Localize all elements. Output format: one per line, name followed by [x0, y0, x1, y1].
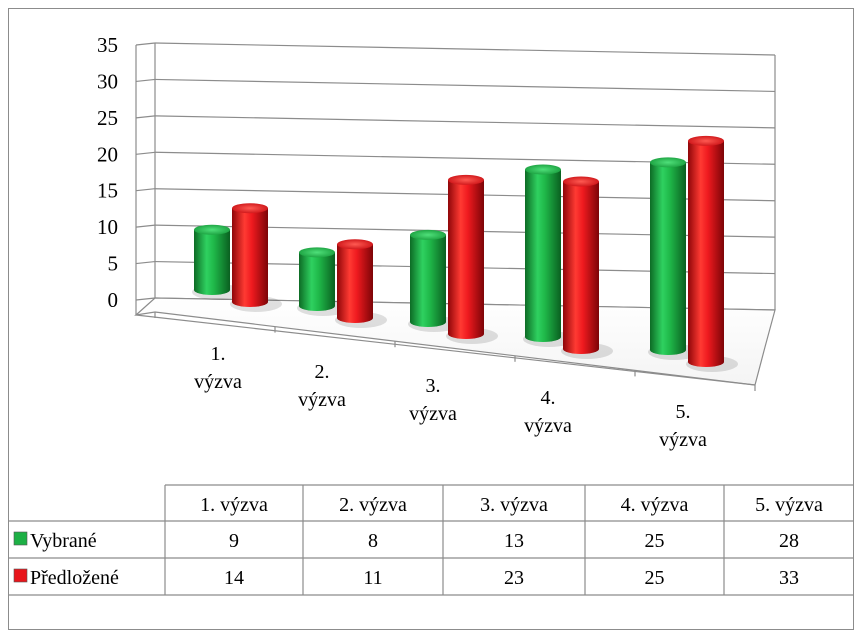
side-gridline	[135, 224, 156, 228]
bar-top	[688, 135, 724, 146]
y-tick-label: 15	[97, 179, 118, 203]
table-header-cell: 3. výzva	[480, 494, 548, 516]
bar-vybrane-3	[408, 229, 460, 332]
table-value-cell: 25	[645, 567, 665, 589]
side-gridline	[135, 260, 156, 265]
x-axis-categories: 1. výzva 2. výzva 3. výzva 4. výzva 5. výzva	[194, 343, 707, 451]
bar-predlozene-3	[446, 174, 498, 344]
bar-vybrane-5	[648, 157, 700, 360]
side-gridline	[135, 188, 156, 192]
y-tick-label: 10	[97, 215, 118, 239]
data-table: 1. výzva 2. výzva 3. výzva 4. výzva 5. výzva…	[8, 484, 854, 596]
side-gridline	[135, 297, 156, 301]
bar-body	[688, 140, 724, 367]
y-tick-label: 25	[97, 106, 118, 130]
table-value-cell: 14	[224, 567, 244, 589]
bar-body	[448, 179, 484, 339]
y-tick-label: 30	[97, 69, 118, 93]
bar-predlozene-2	[335, 239, 387, 328]
bar-top	[232, 203, 268, 214]
side-gridline	[135, 42, 156, 46]
table-value-cell: 28	[779, 530, 799, 552]
bar-predlozene-5	[686, 135, 738, 372]
y-tick-label: 20	[97, 142, 118, 166]
x-category-label: 2. výzva	[298, 361, 346, 411]
bar-top	[650, 157, 686, 168]
table-row-label: Předložené	[30, 567, 119, 589]
x-axis-line	[135, 314, 756, 386]
table-row-label: Vybrané	[30, 530, 97, 552]
side-gridline	[135, 78, 156, 83]
x-category-label: 3. výzva	[409, 375, 457, 425]
bar-top	[563, 176, 599, 187]
table-value-cell: 13	[504, 530, 524, 552]
table-value-cell: 11	[363, 567, 382, 589]
table-value-cell: 23	[504, 567, 524, 589]
bar-body	[410, 234, 446, 327]
x-category-label: 5. výzva	[659, 401, 707, 451]
bar-body	[299, 252, 335, 311]
bar-vybrane-4	[523, 164, 575, 347]
bar-body	[563, 181, 599, 354]
bar-vybrane-1	[192, 224, 244, 300]
table-value-cell: 33	[779, 567, 799, 589]
y-tick-label: 35	[97, 33, 118, 57]
x-category-label: 1. výzva	[194, 343, 242, 393]
table-header-cell: 1. výzva	[200, 494, 268, 516]
bar-vybrane-2	[297, 247, 349, 316]
bar-top	[299, 247, 335, 258]
table-header-cell: 5. výzva	[755, 494, 823, 516]
legend-key-predlozene	[13, 568, 28, 583]
gridline	[154, 78, 776, 93]
bar-body	[232, 208, 268, 307]
table-header-cell: 4. výzva	[621, 494, 689, 516]
y-tick-label: 5	[108, 252, 119, 276]
table-value-cell: 9	[229, 530, 239, 552]
gridline	[154, 42, 776, 56]
y-axis-ticks: 0 5 10 15 20 25 30 35	[97, 33, 118, 312]
bar-body	[194, 229, 230, 295]
bar-top	[194, 224, 230, 235]
y-tick-label: 0	[108, 288, 119, 312]
x-category-label: 4. výzva	[524, 387, 572, 437]
bar-predlozene-1	[230, 203, 282, 312]
bar-top	[337, 239, 373, 250]
bar-top	[525, 164, 561, 175]
bars	[192, 135, 738, 372]
bar-top	[410, 229, 446, 240]
bar-top	[448, 174, 484, 185]
bar-body	[525, 169, 561, 342]
axes	[134, 43, 776, 391]
table-header-cell: 2. výzva	[339, 494, 407, 516]
bar-body	[337, 244, 373, 323]
bar-body	[650, 162, 686, 355]
side-gridline	[135, 115, 156, 119]
gridline	[154, 115, 776, 129]
side-gridline	[135, 151, 156, 155]
table-value-cell: 8	[368, 530, 378, 552]
legend-key-vybrane	[13, 531, 28, 546]
table-value-cell: 25	[645, 530, 665, 552]
bar-predlozene-4	[561, 176, 613, 359]
